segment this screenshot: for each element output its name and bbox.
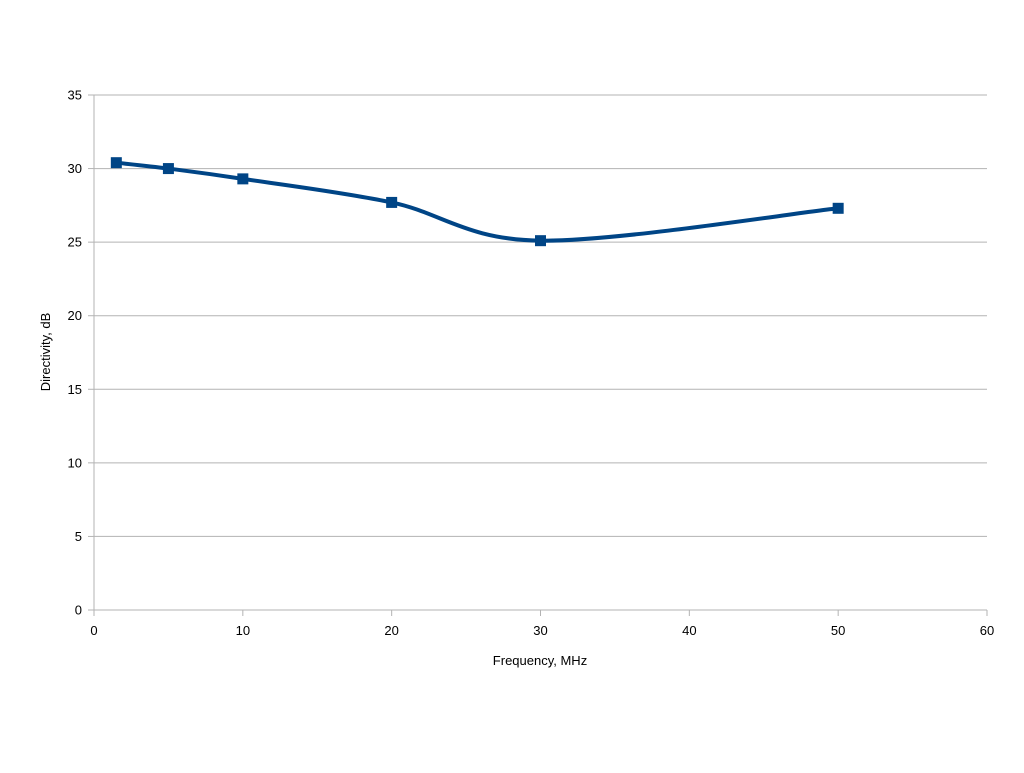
y-tick-label: 30 <box>68 161 82 176</box>
y-axis-title: Directivity, dB <box>38 313 53 392</box>
data-point-marker <box>535 235 546 247</box>
y-tick-label: 35 <box>68 88 82 103</box>
grid <box>94 94 987 537</box>
y-tick-label: 20 <box>68 308 82 323</box>
x-tick-label: 60 <box>980 623 994 638</box>
x-tick-label: 0 <box>90 623 97 638</box>
axes <box>88 94 988 616</box>
x-tick-label: 50 <box>831 623 845 638</box>
y-tick-label: 25 <box>68 235 82 250</box>
data-point-marker <box>237 173 249 185</box>
series-line <box>114 160 841 243</box>
data-point-marker <box>386 196 398 208</box>
x-tick-label: 40 <box>682 623 696 638</box>
y-tick-label: 5 <box>75 529 82 544</box>
data-point-marker <box>162 163 174 175</box>
x-tick-label: 20 <box>384 623 398 638</box>
tick-labels: 0 5 10 15 20 25 30 35 0 10 20 30 40 50 60 <box>68 88 995 639</box>
x-tick-label: 10 <box>236 623 250 638</box>
y-tick-label: 0 <box>75 603 82 618</box>
y-tick-label: 10 <box>68 455 82 470</box>
y-tick-label: 15 <box>68 382 82 397</box>
data-point-marker <box>110 157 122 169</box>
series <box>110 157 844 247</box>
data-point-marker <box>832 202 844 214</box>
x-axis-title: Frequency, MHz <box>493 653 587 668</box>
x-tick-label: 30 <box>533 623 547 638</box>
